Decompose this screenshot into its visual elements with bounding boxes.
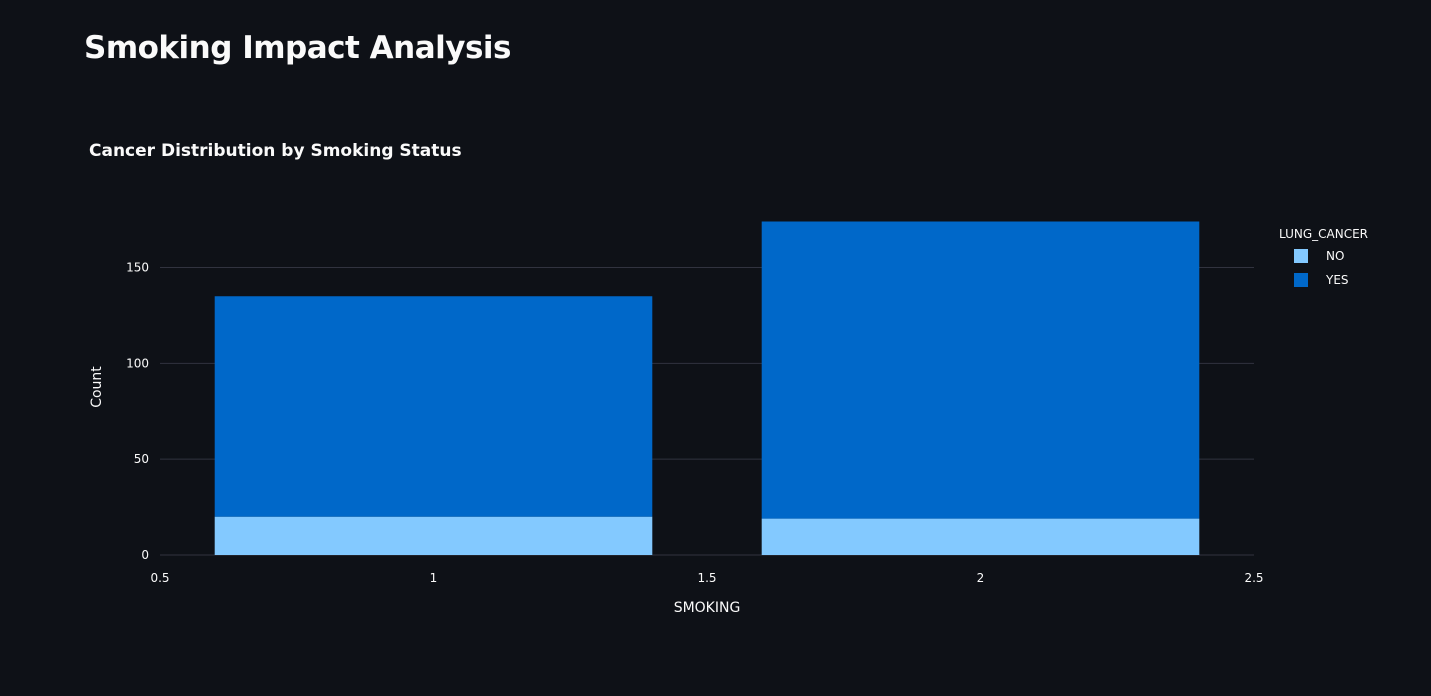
legend-swatch-no[interactable]: [1294, 249, 1308, 263]
bar-yes-1[interactable]: [214, 296, 653, 517]
x-tick-label: 2.5: [1244, 571, 1263, 585]
bars: [214, 221, 1200, 555]
legend-swatch-yes[interactable]: [1294, 273, 1308, 287]
legend-label-no[interactable]: NO: [1326, 249, 1344, 263]
x-tick-label: 1: [430, 571, 438, 585]
x-tick-label: 2: [977, 571, 985, 585]
bar-no-2[interactable]: [761, 518, 1200, 555]
x-axis-title: SMOKING: [674, 600, 741, 616]
y-tick-label: 0: [141, 548, 149, 562]
bar-yes-2[interactable]: [761, 221, 1200, 519]
x-tick-label: 0.5: [150, 571, 169, 585]
y-tick-label: 100: [126, 356, 149, 370]
legend: LUNG_CANCER NO YES: [1279, 227, 1368, 287]
legend-title: LUNG_CANCER: [1279, 227, 1368, 241]
y-tick-label: 50: [134, 452, 149, 466]
page-title: Smoking Impact Analysis: [84, 30, 512, 66]
y-tick-label: 150: [126, 261, 149, 275]
chart-title: Cancer Distribution by Smoking Status: [89, 141, 462, 161]
y-axis-ticks: 0 50 100 150: [126, 261, 149, 563]
y-axis-title: Count: [89, 366, 105, 408]
legend-label-yes[interactable]: YES: [1325, 273, 1349, 287]
x-axis-ticks: 0.5 1 1.5 2 2.5: [150, 571, 1263, 585]
x-tick-label: 1.5: [697, 571, 716, 585]
bar-no-1[interactable]: [214, 516, 653, 555]
